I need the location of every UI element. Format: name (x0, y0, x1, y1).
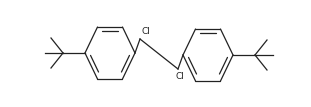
Text: Cl: Cl (142, 27, 151, 36)
Text: Cl: Cl (176, 72, 185, 81)
